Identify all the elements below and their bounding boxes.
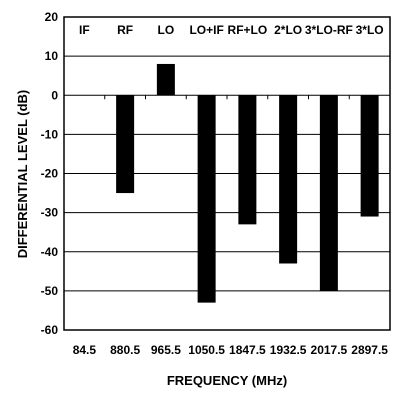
category-label: RF — [117, 23, 133, 37]
category-label: IF — [79, 23, 90, 37]
y-tick-label: -40 — [41, 245, 59, 259]
x-tick-labels: 84.5 880.5 965.5 1050.5 1847.5 1932.5 2017.5 28… — [73, 343, 389, 357]
category-label: LO — [158, 23, 175, 37]
category-label: 2*LO — [274, 23, 302, 37]
category-label: RF+LO — [228, 23, 268, 37]
y-tick-label: -10 — [41, 127, 59, 141]
y-tick-label: -20 — [41, 167, 59, 181]
x-tick-label: 1050.5 — [188, 343, 225, 357]
x-tick-label: 1932.5 — [270, 343, 307, 357]
bar-rf-lo — [238, 95, 257, 225]
x-axis-title: FREQUENCY (MHz) — [167, 373, 287, 388]
x-tick-label: 2897.5 — [351, 343, 388, 357]
plot-frame — [63, 16, 391, 331]
category-label: LO+IF — [189, 23, 223, 37]
y-tick-label: -60 — [41, 323, 59, 337]
bar-3-lo-rf — [319, 95, 338, 291]
bar-2-lo — [279, 95, 298, 264]
bars — [116, 63, 379, 303]
x-tick-label: 1847.5 — [229, 343, 266, 357]
y-tick-label: 10 — [45, 49, 59, 63]
gridlines — [64, 55, 390, 292]
y-tick-label: -50 — [41, 284, 59, 298]
bar-lo — [156, 63, 175, 96]
y-tick-label: 20 — [45, 10, 59, 24]
x-tick-label: 2017.5 — [311, 343, 348, 357]
y-tick-labels: 20 10 0 -10 -20 -30 -40 -50 -60 — [41, 10, 59, 337]
category-labels: IF RF LO LO+IF RF+LO 2*LO 3*LO-RF 3*LO — [79, 23, 384, 37]
y-tick-label: -30 — [41, 206, 59, 220]
y-axis-title: DIFFERENTIAL LEVEL (dB) — [15, 90, 30, 259]
category-label: 3*LO-RF — [305, 23, 353, 37]
y-tick-label: 0 — [51, 88, 58, 102]
bar-lo-if — [197, 95, 216, 303]
bar-rf — [116, 95, 135, 194]
category-label: 3*LO — [356, 23, 384, 37]
x-tick-label: 965.5 — [151, 343, 181, 357]
bar-3-lo — [360, 95, 379, 217]
x-tick-label: 880.5 — [110, 343, 140, 357]
x-tick-label: 84.5 — [73, 343, 97, 357]
